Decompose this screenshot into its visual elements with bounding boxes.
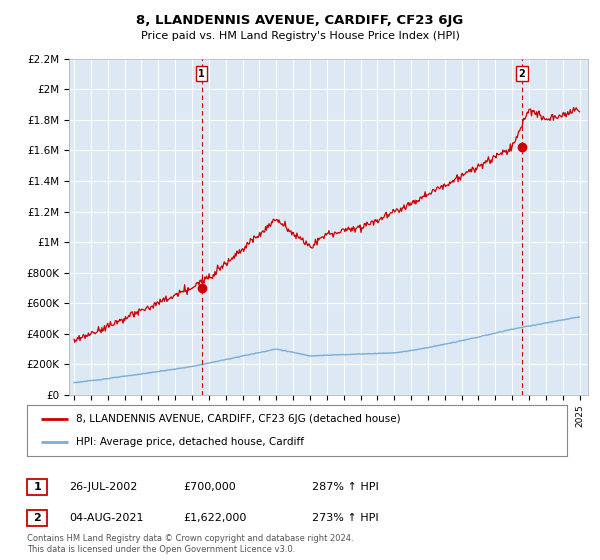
Text: Contains HM Land Registry data © Crown copyright and database right 2024.
This d: Contains HM Land Registry data © Crown c… <box>27 534 353 554</box>
Text: £1,622,000: £1,622,000 <box>183 513 247 523</box>
Text: 2: 2 <box>519 69 526 79</box>
Text: 1: 1 <box>34 482 41 492</box>
Text: 2: 2 <box>34 513 41 523</box>
Text: 26-JUL-2002: 26-JUL-2002 <box>69 482 137 492</box>
Text: 1: 1 <box>198 69 205 79</box>
Text: 8, LLANDENNIS AVENUE, CARDIFF, CF23 6JG (detached house): 8, LLANDENNIS AVENUE, CARDIFF, CF23 6JG … <box>76 414 400 424</box>
Text: Price paid vs. HM Land Registry's House Price Index (HPI): Price paid vs. HM Land Registry's House … <box>140 31 460 41</box>
Text: HPI: Average price, detached house, Cardiff: HPI: Average price, detached house, Card… <box>76 437 304 447</box>
Text: 8, LLANDENNIS AVENUE, CARDIFF, CF23 6JG: 8, LLANDENNIS AVENUE, CARDIFF, CF23 6JG <box>136 14 464 27</box>
Text: 04-AUG-2021: 04-AUG-2021 <box>69 513 143 523</box>
Text: 287% ↑ HPI: 287% ↑ HPI <box>312 482 379 492</box>
Text: 273% ↑ HPI: 273% ↑ HPI <box>312 513 379 523</box>
Text: £700,000: £700,000 <box>183 482 236 492</box>
